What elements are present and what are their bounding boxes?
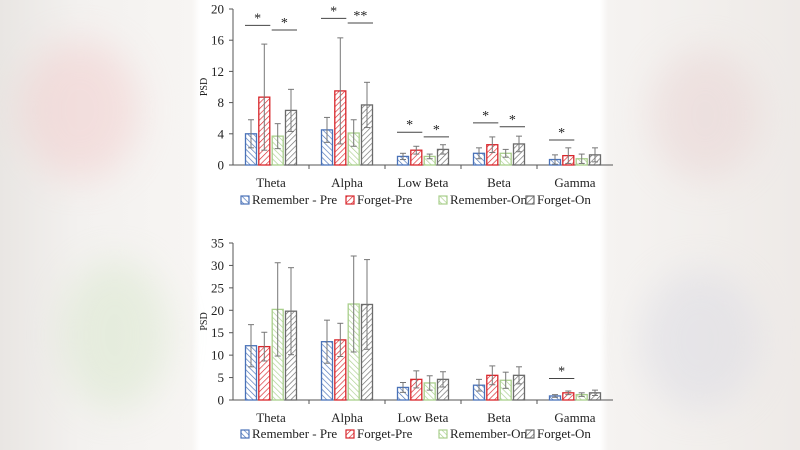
y-tick-label: 25 bbox=[211, 280, 224, 295]
background-blur bbox=[60, 260, 170, 410]
legend-label: Forget-On bbox=[537, 192, 591, 207]
y-tick-label: 10 bbox=[211, 348, 224, 363]
y-tick-label: 15 bbox=[211, 325, 224, 340]
legend-swatch bbox=[240, 429, 250, 439]
background-blur bbox=[650, 50, 760, 180]
y-axis-label: PSD bbox=[199, 78, 210, 96]
significance-marker: * bbox=[509, 113, 516, 128]
y-tick-label: 20 bbox=[211, 2, 224, 17]
legend-swatch bbox=[345, 195, 355, 205]
legend-label: Remember-On bbox=[450, 192, 527, 207]
significance-marker: * bbox=[558, 364, 565, 379]
significance-marker: ** bbox=[353, 9, 367, 24]
chart-1: 0 4 8 12 16 20 PSD Theta Alpha Low Beta Beta Gamma *… bbox=[199, 2, 613, 207]
legend-label: Forget-On bbox=[537, 426, 591, 441]
legend-swatch bbox=[525, 429, 535, 439]
significance-marker: * bbox=[482, 109, 489, 124]
x-tick-label: Gamma bbox=[554, 410, 595, 425]
significance-marker: * bbox=[433, 123, 440, 138]
significance-marker: * bbox=[330, 4, 337, 19]
legend-label: Forget-Pre bbox=[357, 426, 413, 441]
y-tick-label: 0 bbox=[218, 393, 225, 408]
y-tick-label: 16 bbox=[211, 33, 225, 48]
legend-swatch bbox=[438, 195, 448, 205]
background-blur bbox=[20, 40, 140, 180]
y-axis-label: PSD bbox=[199, 312, 210, 330]
legend-swatch bbox=[525, 195, 535, 205]
x-tick-label: Low Beta bbox=[398, 175, 449, 190]
y-tick-label: 12 bbox=[211, 64, 224, 79]
significance-marker: * bbox=[406, 118, 413, 133]
x-tick-label: Gamma bbox=[554, 175, 595, 190]
legend-swatch bbox=[345, 429, 355, 439]
chart-2: 0 5 10 15 20 25 30 35 PSD Theta Alpha Low Beta Beta G… bbox=[199, 236, 613, 441]
background-blur bbox=[640, 270, 760, 410]
legend-swatch bbox=[240, 195, 250, 205]
legend-label: Forget-Pre bbox=[357, 192, 413, 207]
y-tick-label: 4 bbox=[218, 126, 225, 141]
x-tick-label: Alpha bbox=[331, 175, 363, 190]
x-tick-label: Theta bbox=[256, 175, 286, 190]
y-tick-label: 35 bbox=[211, 236, 224, 251]
significance-marker: * bbox=[281, 16, 288, 31]
legend-label: Remember - Pre bbox=[252, 426, 337, 441]
y-tick-label: 5 bbox=[218, 370, 225, 385]
legend-label: Remember-On bbox=[450, 426, 527, 441]
x-tick-label: Beta bbox=[487, 410, 511, 425]
y-tick-label: 20 bbox=[211, 303, 224, 318]
x-tick-label: Beta bbox=[487, 175, 511, 190]
x-tick-label: Low Beta bbox=[398, 410, 449, 425]
x-tick-label: Alpha bbox=[331, 410, 363, 425]
x-tick-label: Theta bbox=[256, 410, 286, 425]
y-tick-label: 30 bbox=[211, 258, 224, 273]
y-tick-label: 0 bbox=[218, 158, 225, 173]
legend-label: Remember - Pre bbox=[252, 192, 337, 207]
y-tick-label: 8 bbox=[218, 95, 225, 110]
significance-marker: * bbox=[558, 126, 565, 141]
legend-swatch bbox=[438, 429, 448, 439]
significance-marker: * bbox=[254, 11, 261, 26]
